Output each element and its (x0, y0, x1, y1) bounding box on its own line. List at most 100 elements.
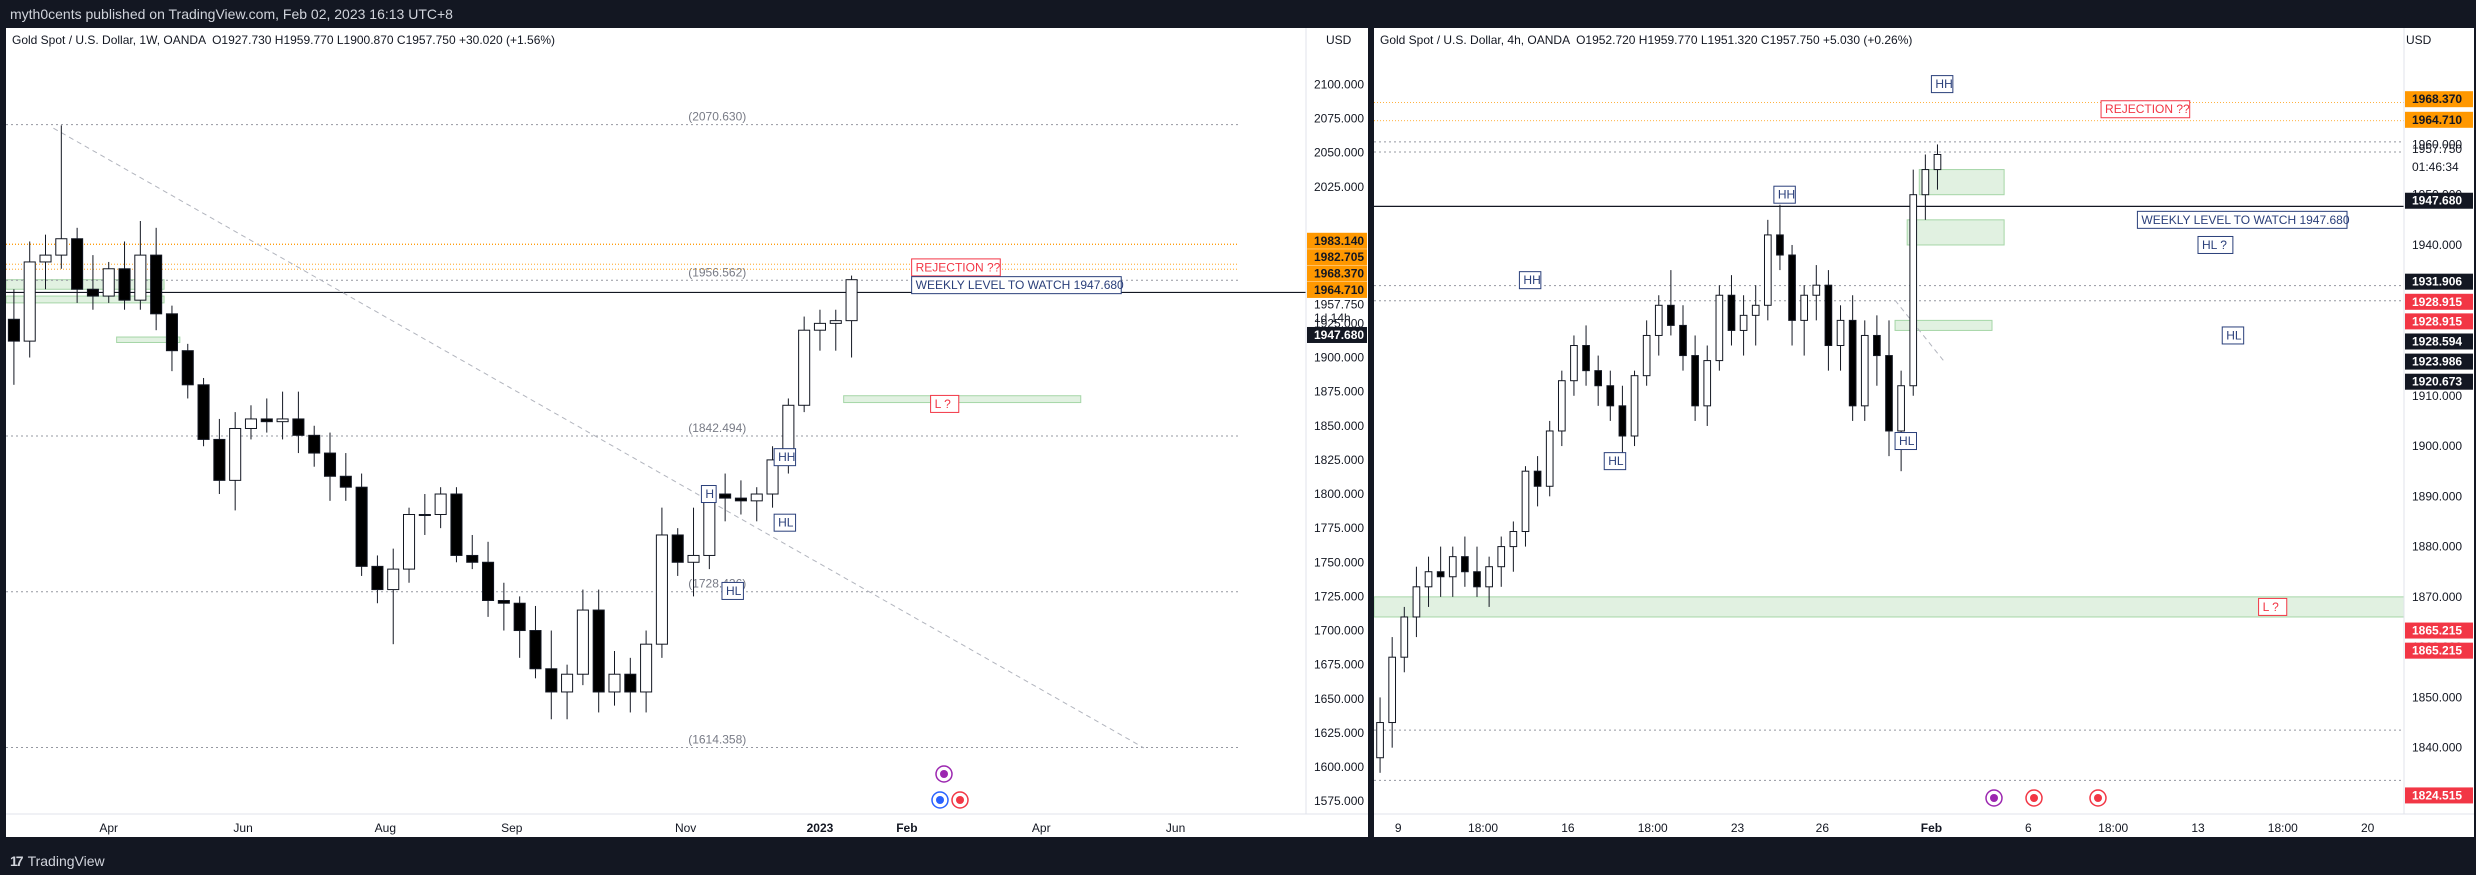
candle-body (292, 418, 305, 436)
chart-title: Gold Spot / U.S. Dollar, 4h, OANDA (1380, 33, 1570, 47)
candle-body (1485, 566, 1493, 588)
candle (1570, 335, 1578, 396)
price-tick-label: 1840.000 (2412, 741, 2462, 755)
candle (1400, 606, 1409, 673)
candle (1582, 325, 1590, 386)
candle (1630, 370, 1639, 447)
candle-body (1739, 314, 1748, 331)
candle (260, 398, 273, 433)
candle (165, 305, 178, 372)
h4-chart-panel[interactable]: Gold Spot / U.S. Dollar, 4h, OANDA O1952… (1374, 28, 2474, 837)
candle-body (1703, 360, 1712, 407)
weekly-chart-panel[interactable]: Gold Spot / U.S. Dollar, 1W, OANDA O1927… (6, 28, 1368, 837)
candle-body (197, 384, 210, 440)
candle-body (1727, 294, 1736, 331)
candle (1497, 536, 1506, 587)
candle-body (339, 475, 352, 488)
us-flag-event-icon-dot (2030, 794, 2038, 802)
annotation-label: HL (721, 581, 744, 600)
annotation-label: HL (773, 513, 797, 532)
price-tag: 1928.594 (2405, 333, 2473, 350)
us-flag-event-icon (931, 791, 949, 809)
price-tick-label: 1900.000 (1314, 351, 1364, 365)
time-tick-label: 13 (2191, 821, 2205, 835)
us-flag-event-icon (2089, 789, 2107, 807)
candle (355, 473, 368, 576)
candle (513, 596, 526, 658)
candle-body (829, 320, 842, 324)
h4-chart[interactable]: Gold Spot / U.S. Dollar, 4h, OANDA O1952… (1374, 28, 2474, 837)
time-tick-label: Sep (501, 821, 523, 835)
candle (39, 234, 52, 290)
candle-body (260, 418, 273, 423)
candle-body (703, 493, 716, 556)
weekly-chart[interactable]: Gold Spot / U.S. Dollar, 1W, OANDA O1927… (6, 28, 1368, 837)
us-flag-event-icon-dot (2094, 794, 2102, 802)
price-tick-label: 1675.000 (1314, 658, 1364, 672)
candle (1606, 370, 1615, 421)
annotation-box (721, 581, 744, 600)
support-zone (1918, 169, 2005, 196)
annotation-box (930, 394, 960, 413)
plot-area: HH REJECTION ?? HH WEEKLY LEVEL TO WATCH 19… (1374, 75, 2405, 781)
price-tag: 1983.140 (1307, 232, 1367, 249)
candle-body (1570, 345, 1578, 382)
price-tag-bg (2405, 192, 2473, 209)
time-axis: 9 18:00 16 18:00 23 26 Feb 6 18:00 13 18:00 20 (1374, 813, 2474, 835)
annotation-label: HL (2221, 326, 2245, 345)
price-tick-label: 1725.000 (1314, 589, 1364, 603)
price-tag-text: 1947.680 (2412, 194, 2462, 208)
candle-body (181, 350, 194, 386)
candle (545, 630, 558, 720)
candle (1388, 637, 1397, 748)
price-tick-label: 1575.000 (1314, 794, 1364, 808)
candle-body (86, 288, 99, 297)
candle (323, 432, 337, 501)
candle-body (1885, 355, 1893, 432)
time-tick-label: Jun (1166, 821, 1185, 835)
tradingview-logo-icon: 17 (10, 853, 24, 869)
candle-body (1788, 254, 1796, 321)
annotation-text: REJECTION ?? (2105, 102, 2190, 116)
price-tag-bg (2405, 313, 2473, 330)
price-tag: 1947.680 (2405, 192, 2473, 209)
candle (1727, 275, 1736, 346)
candle (55, 125, 68, 269)
support-zone (1906, 219, 2005, 246)
price-tick-label: 2100.000 (1314, 77, 1364, 91)
candle (402, 507, 416, 583)
price-tag-bg (2405, 111, 2473, 128)
candle (624, 657, 637, 713)
support-zone (6, 279, 165, 290)
annotation-label: L ? (2258, 597, 2288, 616)
candle (244, 405, 258, 440)
price-tick-label: 2075.000 (1314, 112, 1364, 126)
candle-body (608, 673, 621, 693)
candle-body (55, 238, 68, 256)
time-tick-label: Feb (1921, 821, 1942, 835)
price-tag-bg (1307, 281, 1367, 298)
support-zone (1374, 596, 2405, 618)
candle-body (1848, 319, 1857, 407)
price-tick-label: 1940.000 (2412, 238, 2462, 252)
price-tick-label: 1850.000 (2412, 690, 2462, 704)
annotation-text: HH (1778, 188, 1795, 202)
candle-body (71, 238, 84, 290)
price-tag: 01:46:34 (2412, 160, 2459, 174)
candle-body (1436, 571, 1445, 578)
candle-body (1424, 571, 1433, 588)
annotation-text: WEEKLY LEVEL TO WATCH 1947.680 (916, 278, 1124, 292)
candle-body (39, 254, 52, 263)
time-tick-label: 18:00 (1468, 821, 1498, 835)
candle (1642, 320, 1651, 386)
price-tag: 1947.680 (1307, 326, 1367, 343)
us-flag-event-icon (2025, 789, 2043, 807)
us-flag-event-icon-dot (936, 796, 944, 804)
candle-body (813, 322, 826, 331)
time-tick-label: Nov (675, 821, 696, 835)
price-tag-text: 1957.750 (1314, 297, 1364, 311)
support-zone (843, 395, 1082, 404)
candle-body (1679, 324, 1687, 357)
candle-body (497, 599, 510, 604)
candle-body (734, 497, 747, 502)
